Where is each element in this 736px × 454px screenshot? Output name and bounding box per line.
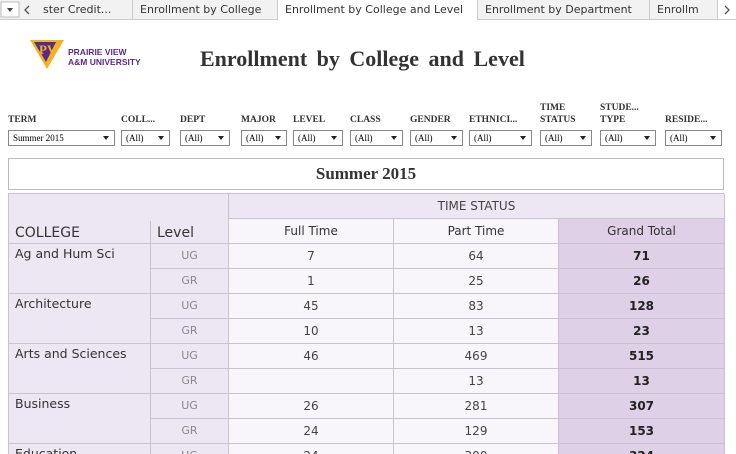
level-cell: GR: [151, 419, 229, 444]
value-cell: 25: [394, 269, 559, 294]
column-header: COLLEGE: [9, 221, 151, 244]
filter-label: TYPE: [600, 115, 626, 125]
college-cell: Education: [9, 444, 151, 454]
filter-dropdown[interactable]: (All): [180, 130, 230, 146]
logo-line: A&M UNIVERSITY: [68, 57, 141, 67]
value-cell: 129: [394, 419, 559, 444]
value-cell: 83: [394, 294, 559, 319]
tab-nav-right[interactable]: [718, 0, 736, 20]
level-cell: UG: [151, 394, 229, 419]
filter-dropdown[interactable]: (All): [600, 130, 656, 146]
tab[interactable]: Enrollment by College and Level: [278, 0, 478, 20]
filter-dropdown[interactable]: (All): [665, 130, 722, 146]
value-cell: 24: [229, 419, 394, 444]
filter-label: CLASS: [350, 115, 381, 125]
value-cell: [229, 369, 394, 394]
crosstab: TIME STATUS COLLEGE Level Full Time Part Tim…: [8, 193, 725, 454]
total-cell: 71: [559, 244, 725, 269]
filter-label: COLL...: [121, 115, 156, 125]
value-cell: 1: [229, 269, 394, 294]
logo-text: PRAIRIE VIEW A&M UNIVERSITY: [68, 47, 141, 67]
value-cell: 13: [394, 319, 559, 344]
total-cell: 23: [559, 319, 725, 344]
filter-label: TERM: [8, 115, 37, 125]
column-header: Grand Total: [559, 219, 725, 244]
value-cell: 64: [394, 244, 559, 269]
tab[interactable]: Enrollment by Department: [478, 0, 650, 19]
filter-label: DEPT: [180, 115, 206, 125]
total-cell: 153: [559, 419, 725, 444]
value-cell: 300: [394, 444, 559, 454]
tab-nav-left[interactable]: [0, 0, 36, 20]
total-cell: 515: [559, 344, 725, 369]
value-cell: 7: [229, 244, 394, 269]
value-cell: 281: [394, 394, 559, 419]
value-cell: 13: [394, 369, 559, 394]
total-cell: 128: [559, 294, 725, 319]
filter-label: STATUS: [540, 115, 576, 125]
filter-label: TIME: [540, 103, 566, 113]
value-cell: 10: [229, 319, 394, 344]
filter-label: STUDE...: [600, 103, 639, 113]
filter-dropdown[interactable]: (All): [241, 130, 287, 146]
level-cell: GR: [151, 269, 229, 294]
college-cell: Architecture: [9, 294, 151, 344]
level-cell: UG: [151, 344, 229, 369]
value-cell: 45: [229, 294, 394, 319]
total-cell: 26: [559, 269, 725, 294]
filter-dropdown[interactable]: Summer 2015: [8, 130, 115, 146]
dashboard-title: Enrollment by College and Level: [200, 46, 525, 71]
column-header: Full Time: [229, 219, 394, 244]
table-caption: Summer 2015: [8, 158, 724, 190]
column-header: Level: [151, 221, 229, 244]
filter-dropdown[interactable]: (All): [350, 130, 403, 146]
tab[interactable]: Enrollment by College: [133, 0, 278, 19]
filter-label: RESIDE...: [665, 115, 708, 125]
group-header: TIME STATUS: [229, 194, 725, 219]
tab[interactable]: Enrollm: [650, 0, 718, 19]
filter-dropdown[interactable]: (All): [540, 130, 592, 146]
filter-label: LEVEL: [293, 115, 326, 125]
level-cell: GR: [151, 369, 229, 394]
column-header: Part Time: [394, 219, 559, 244]
filter-dropdown[interactable]: (All): [469, 130, 532, 146]
filter-dropdown[interactable]: (All): [293, 130, 343, 146]
filter-dropdown[interactable]: (All): [410, 130, 463, 146]
total-cell: 324: [559, 444, 725, 454]
level-cell: UG: [151, 294, 229, 319]
total-cell: 13: [559, 369, 725, 394]
college-cell: Ag and Hum Sci: [9, 244, 151, 294]
filter-dropdown[interactable]: (All): [121, 130, 170, 146]
logo-icon: PV: [30, 40, 64, 69]
level-cell: UG: [151, 444, 229, 454]
value-cell: 26: [229, 394, 394, 419]
total-cell: 307: [559, 394, 725, 419]
college-cell: Business: [9, 394, 151, 444]
filter-label: GENDER: [410, 115, 451, 125]
level-cell: GR: [151, 319, 229, 344]
logo-line: PRAIRIE VIEW: [68, 47, 127, 57]
level-cell: UG: [151, 244, 229, 269]
value-cell: 46: [229, 344, 394, 369]
filter-label: ETHNICI...: [469, 115, 518, 125]
filter-label: MAJOR: [241, 115, 276, 125]
value-cell: 24: [229, 444, 394, 454]
tab[interactable]: ster Credit...: [36, 0, 133, 19]
college-cell: Arts and Sciences: [9, 344, 151, 394]
svg-text:PV: PV: [39, 42, 57, 57]
value-cell: 469: [394, 344, 559, 369]
